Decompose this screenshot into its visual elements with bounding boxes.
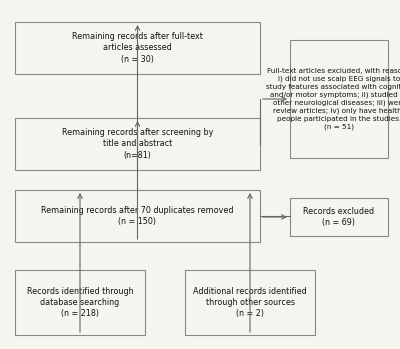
FancyBboxPatch shape	[185, 270, 315, 335]
Text: Full-text articles excluded, with reasons
i) did not use scalp EEG signals to
st: Full-text articles excluded, with reason…	[266, 68, 400, 129]
Text: Remaining records after full-text
articles assessed
(n = 30): Remaining records after full-text articl…	[72, 32, 203, 64]
Text: Additional records identified
through other sources
(n = 2): Additional records identified through ot…	[193, 287, 307, 318]
FancyBboxPatch shape	[290, 40, 388, 158]
Text: Records identified through
database searching
(n = 218): Records identified through database sear…	[27, 287, 133, 318]
FancyBboxPatch shape	[15, 22, 260, 74]
Text: Records excluded
(n = 69): Records excluded (n = 69)	[304, 207, 374, 227]
FancyBboxPatch shape	[290, 198, 388, 236]
Text: Remaining records after screening by
title and abstract
(n=81): Remaining records after screening by tit…	[62, 128, 213, 159]
FancyBboxPatch shape	[15, 118, 260, 170]
FancyBboxPatch shape	[15, 190, 260, 242]
Text: Remaining records after 70 duplicates removed
(n = 150): Remaining records after 70 duplicates re…	[41, 206, 234, 226]
FancyBboxPatch shape	[15, 270, 145, 335]
